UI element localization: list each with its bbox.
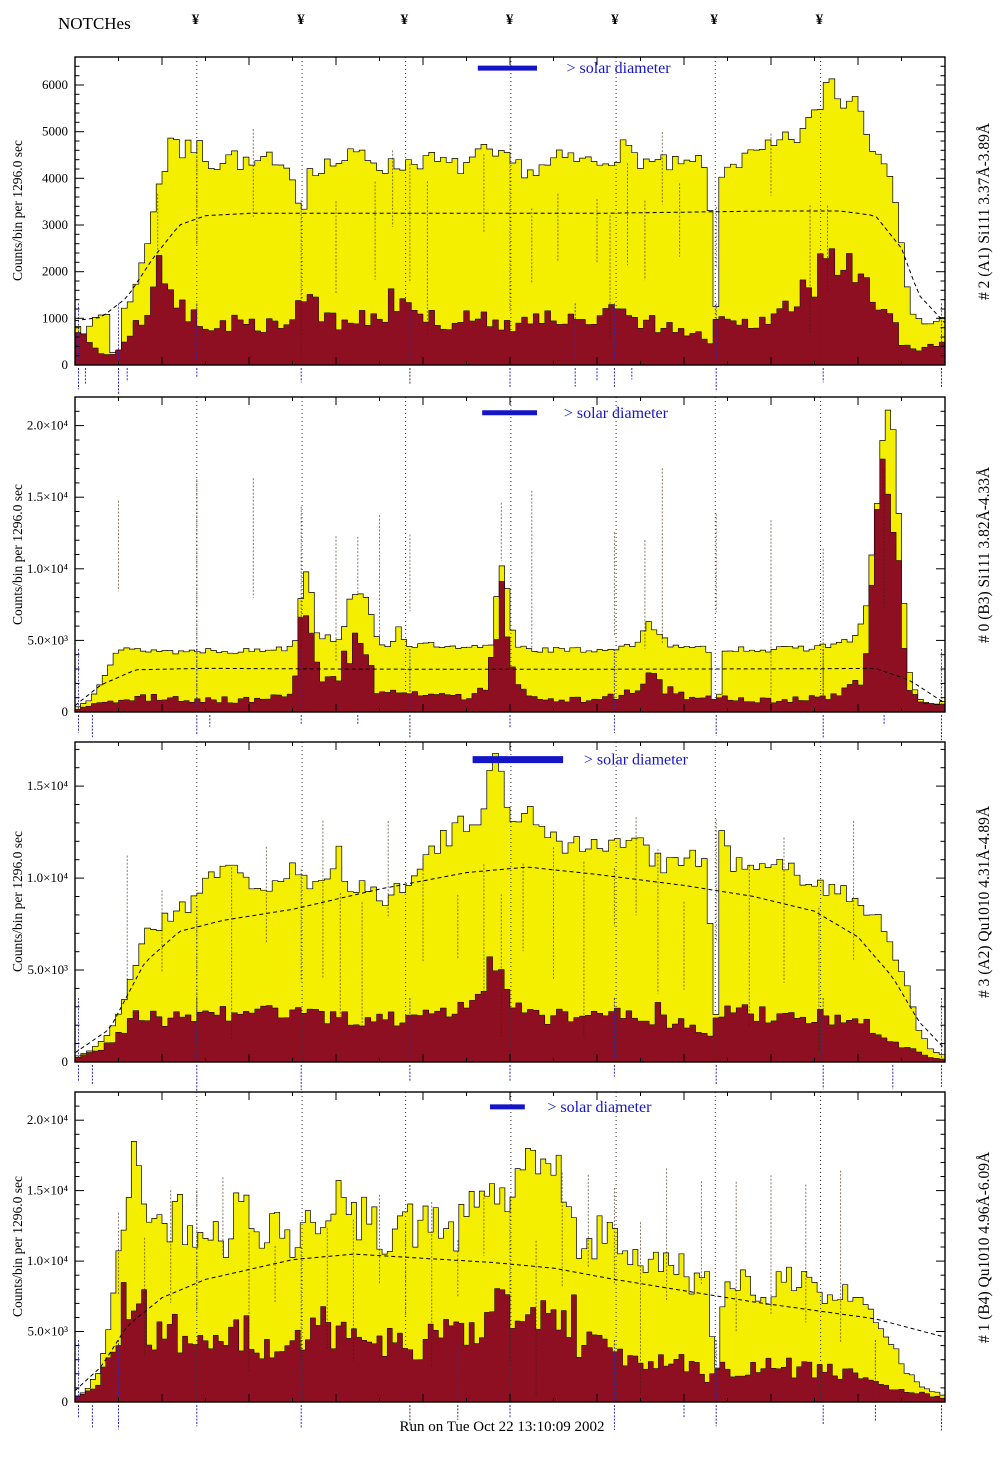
panel-si111-a1: Counts/bin per 1296.0 sec 0 1000 2000 3000 4…	[0, 56, 1004, 399]
svg-text:6000: 6000	[42, 77, 68, 92]
svg-text:2000: 2000	[42, 264, 68, 279]
panel-qu1010-a2: Counts/bin per 1296.0 sec 0 5.0×10³ 1.0×10…	[0, 741, 1004, 1096]
svg-text:1.5×10⁴: 1.5×10⁴	[27, 1183, 69, 1198]
svg-text:> solar diameter: > solar diameter	[584, 752, 689, 769]
svg-text:0: 0	[62, 1054, 69, 1069]
notch-symbols-row: ¥ ¥ ¥ ¥ ¥ ¥ ¥	[75, 12, 945, 34]
svg-text:5000: 5000	[42, 124, 68, 139]
histogram-plot-qu1010-b4: 0 5.0×10³ 1.0×10⁴ 1.5×10⁴ 2.0×10⁴ > solar dia…	[27, 1091, 946, 1431]
svg-text:5.0×10³: 5.0×10³	[28, 962, 69, 977]
svg-text:1000: 1000	[42, 310, 68, 325]
svg-text:> solar diameter: > solar diameter	[567, 60, 672, 77]
panel-right-label: # 2 (A1) Si111 3.37Å-3.89Å	[976, 122, 993, 300]
svg-text:2.0×10⁴: 2.0×10⁴	[27, 1112, 69, 1127]
svg-text:5.0×10³: 5.0×10³	[28, 632, 69, 647]
notch-symbol: ¥	[297, 12, 305, 28]
notch-symbol: ¥	[710, 12, 718, 28]
panel-qu1010-b4: Counts/bin per 1296.0 sec 0 5.0×10³ 1.0×10…	[0, 1091, 1004, 1436]
y-axis-label: Counts/bin per 1296.0 sec	[10, 484, 25, 625]
panel-right-label: # 1 (B4) Qu1010 4.96Å-6.09Å	[976, 1151, 993, 1343]
svg-text:1.5×10⁴: 1.5×10⁴	[27, 489, 69, 504]
svg-text:> solar diameter: > solar diameter	[564, 405, 669, 422]
svg-text:2.0×10⁴: 2.0×10⁴	[27, 418, 69, 433]
svg-text:> solar diameter: > solar diameter	[547, 1099, 652, 1116]
histogram-plot-qu1010-a2: 0 5.0×10³ 1.0×10⁴ 1.5×10⁴ > solar diameter	[27, 741, 946, 1091]
notch-symbol: ¥	[400, 12, 409, 28]
svg-text:1.0×10⁴: 1.0×10⁴	[27, 870, 69, 885]
svg-text:3000: 3000	[42, 217, 68, 232]
svg-text:1.0×10⁴: 1.0×10⁴	[27, 561, 69, 576]
svg-text:1.0×10⁴: 1.0×10⁴	[27, 1253, 69, 1268]
svg-text:0: 0	[62, 357, 69, 372]
histogram-plot-si111-a1: 0 1000 2000 3000 4000 5000 6000 > solar diamete…	[42, 56, 946, 394]
svg-text:4000: 4000	[42, 170, 68, 185]
y-axis-label: Counts/bin per 1296.0 sec	[10, 831, 25, 973]
run-timestamp: Run on Tue Oct 22 13:10:09 2002	[399, 1419, 605, 1435]
notches-title: NOTCHes	[58, 14, 131, 33]
svg-text:0: 0	[62, 1394, 69, 1409]
notch-symbol: ¥	[505, 12, 514, 28]
notch-symbol: ¥	[815, 12, 824, 28]
svg-text:5.0×10³: 5.0×10³	[28, 1324, 69, 1339]
y-axis-label: Counts/bin per 1296.0 sec	[10, 1176, 25, 1318]
histogram-plot-si111-b3: 0 5.0×10³ 1.0×10⁴ 1.5×10⁴ 2.0×10⁴ > solar dia…	[27, 396, 946, 741]
panel-right-label: # 3 (A2) Qu1010 4.31Å-4.89Å	[976, 806, 993, 999]
svg-text:0: 0	[62, 704, 69, 719]
y-axis-label: Counts/bin per 1296.0 sec	[10, 140, 25, 282]
panel-si111-b3: Counts/bin per 1296.0 sec 0 5.0×10³ 1.0×10…	[0, 396, 1004, 746]
svg-text:1.5×10⁴: 1.5×10⁴	[27, 778, 69, 793]
panel-right-label: # 0 (B3) Si111 3.82Å-4.33Å	[976, 466, 993, 643]
notch-symbol: ¥	[191, 12, 200, 28]
notch-symbol: ¥	[611, 12, 619, 28]
